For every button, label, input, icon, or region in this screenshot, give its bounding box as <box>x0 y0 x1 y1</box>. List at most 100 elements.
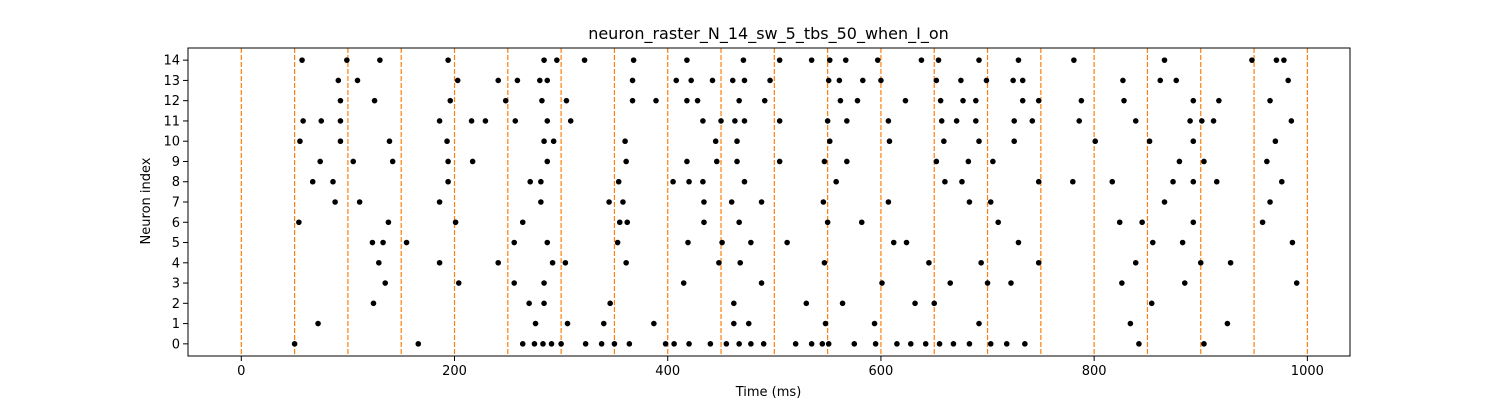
spike-point <box>1197 259 1204 266</box>
spike-point <box>600 320 607 327</box>
spike-point <box>562 259 569 266</box>
spike-point <box>539 97 545 104</box>
spike-point <box>701 219 707 226</box>
y-tick-label: 12 <box>163 94 180 109</box>
spike-point <box>296 219 302 226</box>
spike-point <box>1008 280 1014 286</box>
spike-point <box>436 259 443 266</box>
spike-point <box>821 259 828 266</box>
spike-point <box>938 118 945 124</box>
spike-point <box>740 57 747 63</box>
spike-point <box>984 280 991 286</box>
spike-point <box>688 77 694 84</box>
stimulus-lines <box>240 48 1308 356</box>
spike-point <box>748 341 754 347</box>
spike-point <box>1264 158 1270 165</box>
spike-point <box>624 219 631 226</box>
spike-point <box>701 199 707 205</box>
spike-point <box>607 300 613 307</box>
spike-point <box>987 341 994 347</box>
spike-point <box>454 77 461 84</box>
x-tick-label: 400 <box>655 364 680 379</box>
spike-point <box>886 138 893 145</box>
spike-point <box>933 158 940 165</box>
spike-point <box>709 77 716 84</box>
spike-point <box>299 57 305 63</box>
spike-point <box>878 77 884 84</box>
spike-point <box>1029 118 1036 124</box>
spike-point <box>1035 259 1042 266</box>
spike-point <box>902 97 909 104</box>
spike-point <box>582 341 589 347</box>
spike-point <box>620 199 626 205</box>
spike-point <box>1132 118 1139 124</box>
spike-point <box>1272 138 1279 145</box>
spike-point <box>344 57 350 63</box>
spike-point <box>354 77 361 84</box>
spike-point <box>976 57 982 63</box>
spike-point <box>748 239 754 246</box>
spike-point <box>662 341 669 347</box>
spike-point <box>836 77 843 84</box>
y-tick-label: 6 <box>172 216 180 231</box>
spike-point <box>356 199 363 205</box>
spike-point <box>819 341 826 347</box>
spike-point <box>317 158 323 165</box>
spike-point <box>337 97 344 104</box>
spike-point <box>874 57 881 63</box>
spike-point <box>931 300 938 307</box>
spike-point <box>776 118 783 124</box>
y-tick-label: 4 <box>172 256 180 271</box>
spike-point <box>1076 118 1083 124</box>
spike-point <box>858 219 865 226</box>
spike-point <box>550 138 557 145</box>
spike-point <box>1190 178 1197 185</box>
spike-point <box>784 239 790 246</box>
spike-point <box>1015 57 1022 63</box>
spike-point <box>737 259 744 266</box>
spike-point <box>519 219 526 226</box>
spike-point <box>540 341 546 347</box>
spike-point <box>734 138 740 145</box>
spike-point <box>1288 118 1295 124</box>
spike-point <box>482 118 489 124</box>
spike-point <box>538 178 544 185</box>
spike-point <box>1149 239 1156 246</box>
spike-point <box>1003 341 1010 347</box>
spike-point <box>629 77 636 84</box>
spike-point <box>825 341 832 347</box>
spike-point <box>332 199 338 205</box>
spike-point <box>808 341 815 347</box>
spike-point <box>983 77 990 84</box>
spike-point <box>820 199 827 205</box>
spike-point <box>335 77 342 84</box>
spike-point <box>315 320 321 327</box>
spike-point <box>716 259 722 266</box>
spike-point <box>912 300 918 307</box>
spike-point <box>803 300 810 307</box>
spike-point <box>1285 77 1291 84</box>
spike-point <box>598 341 605 347</box>
spike-point <box>511 280 518 286</box>
spike-point <box>1213 178 1220 185</box>
spike-point <box>1010 77 1016 84</box>
spike-point <box>1109 178 1116 185</box>
spike-point <box>732 118 738 124</box>
spike-point <box>844 158 850 165</box>
spike-point <box>821 158 828 165</box>
spike-point <box>854 97 861 104</box>
spike-point <box>1035 178 1042 185</box>
spike-point <box>736 219 742 226</box>
spike-point <box>741 178 748 185</box>
y-tick-label: 3 <box>172 277 180 292</box>
spike-point <box>990 158 996 165</box>
x-axis-label: Time (ms) <box>735 385 802 400</box>
spike-point <box>1127 320 1134 327</box>
spike-point <box>745 320 752 327</box>
spike-point <box>538 199 544 205</box>
spike-point <box>495 259 502 266</box>
spike-point <box>626 341 633 347</box>
spike-point <box>685 239 691 246</box>
spike-point <box>1120 77 1126 84</box>
